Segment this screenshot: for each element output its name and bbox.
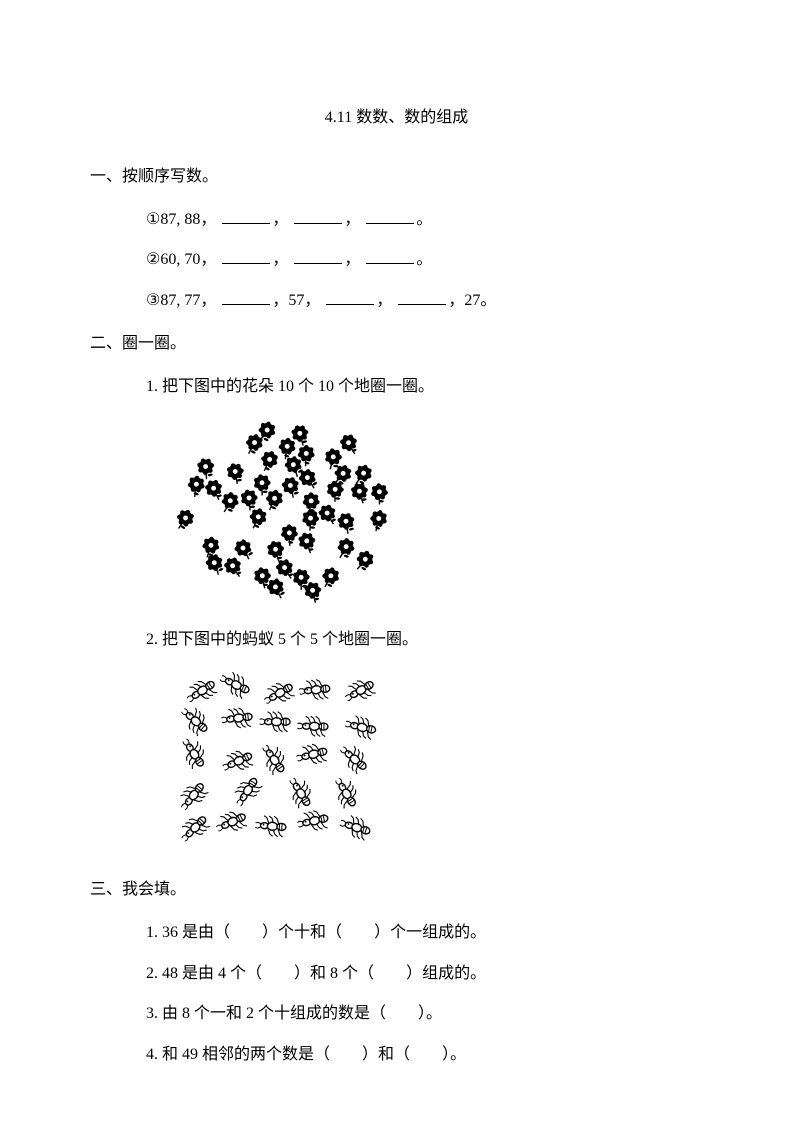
q2-b: ）和 8 个（ [294,965,374,982]
seq-1-start: 87, 88， [160,211,216,228]
blank-field[interactable] [366,207,414,224]
fill-space[interactable] [410,1046,442,1063]
comma: ， [344,251,360,268]
page-title: 4.11 数数、数的组成 [90,100,703,137]
fill-space[interactable] [330,1046,362,1063]
fill-q2: 2. 48 是由 4 个（ ）和 8 个（ ）组成的。 [146,956,703,993]
section-3-heading: 三、我会填。 [90,872,703,909]
fill-q3: 3. 由 8 个一和 2 个十组成的数是（ ）。 [146,996,703,1033]
circle-number-1: ① [146,202,160,239]
seq-3-mid: ，57， [272,292,320,309]
section-1-heading: 一、按顺序写数。 [90,159,703,196]
comma: ， [272,251,288,268]
seq-3-start: 87, 77， [160,292,216,309]
blank-field[interactable] [222,207,270,224]
circle-number-2: ② [146,242,160,279]
comma: ， [344,211,360,228]
fill-space[interactable] [374,965,406,982]
comma: ， [272,211,288,228]
circle-q1: 1. 把下图中的花朵 10 个 10 个地圈一圈。 [146,369,703,406]
period: 。 [416,251,432,268]
comma: ， [376,292,392,309]
blank-field[interactable] [398,288,446,305]
fill-space[interactable] [342,924,374,941]
section-2-heading: 二、圈一圈。 [90,326,703,363]
seq-item-2: ②60, 70， ， ， 。 [146,242,703,279]
blank-field[interactable] [366,247,414,264]
fill-q4: 4. 和 49 相邻的两个数是（ ）和（ ）。 [146,1037,703,1074]
worksheet-page: 4.11 数数、数的组成 一、按顺序写数。 ①87, 88， ， ， 。 ②60… [0,0,793,1138]
q4-b: ）和（ [362,1046,410,1063]
circle-number-3: ③ [146,283,160,320]
blank-field[interactable] [294,207,342,224]
q4-a: 4. 和 49 相邻的两个数是（ [146,1046,330,1063]
seq-3-end: ，27。 [448,292,496,309]
fill-space[interactable] [386,1005,418,1022]
circle-q2: 2. 把下图中的蚂蚁 5 个 5 个地圈一圈。 [146,622,703,659]
fill-space[interactable] [262,965,294,982]
q3-a: 3. 由 8 个一和 2 个十组成的数是（ [146,1005,386,1022]
seq-item-1: ①87, 88， ， ， 。 [146,202,703,239]
ants-figure [170,667,400,847]
fill-q1: 1. 36 是由（ ）个十和（ ）个一组成的。 [146,915,703,952]
q3-b: ）。 [418,1005,442,1022]
q1-a: 1. 36 是由（ [146,924,230,941]
q1-b: ）个十和（ [262,924,342,941]
blank-field[interactable] [222,288,270,305]
q1-c: ）个一组成的。 [374,924,486,941]
q2-a: 2. 48 是由 4 个（ [146,965,262,982]
period: 。 [416,211,432,228]
seq-2-start: 60, 70， [160,251,216,268]
seq-item-3: ③87, 77， ，57， ， ，27。 [146,283,703,320]
blank-field[interactable] [326,288,374,305]
blank-field[interactable] [222,247,270,264]
q2-c: ）组成的。 [406,965,486,982]
q4-c: ）。 [442,1046,466,1063]
flowers-figure [170,414,400,604]
fill-space[interactable] [230,924,262,941]
blank-field[interactable] [294,247,342,264]
